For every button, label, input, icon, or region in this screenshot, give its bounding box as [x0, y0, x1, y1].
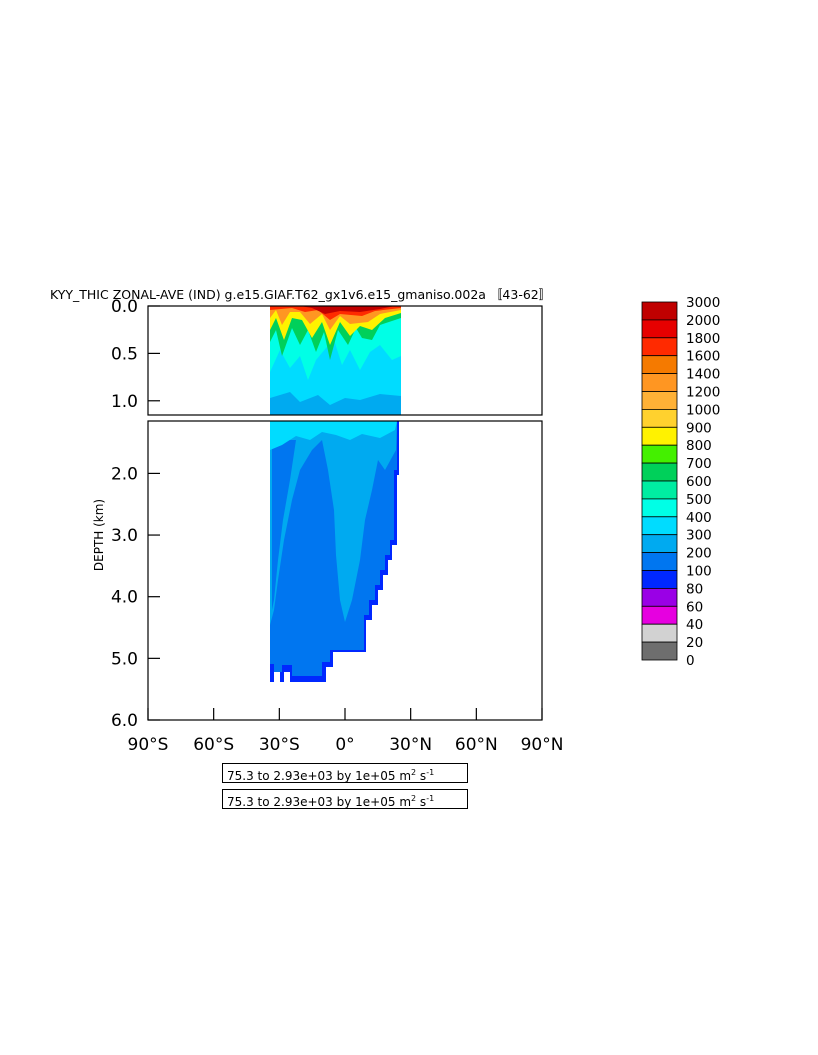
colorbar-level-label: 1800: [686, 331, 720, 347]
colorbar-swatch: [641, 498, 678, 518]
y-tick-label: 0.0: [111, 297, 138, 317]
colorbar-swatch: [641, 605, 678, 625]
y-axis-lower: 2.0 3.0 4.0 5.0 6.0: [111, 464, 160, 731]
upper-field-darkred: [300, 306, 395, 314]
colorbar-level-label: 1200: [686, 385, 720, 401]
x-tick-label: 0°: [335, 735, 354, 755]
colorbar-swatch: [641, 408, 678, 428]
colorbar-level-label: 300: [686, 528, 712, 544]
range-info-sup-2: 2: [411, 794, 417, 803]
y-tick-label: 1.0: [111, 392, 138, 412]
colorbar-swatch: [641, 462, 678, 482]
y-tick-label: 6.0: [111, 711, 138, 731]
upper-panel-frame: [147, 305, 543, 416]
range-info-unit-2: s: [416, 795, 427, 809]
x-axis: 90°S 60°S 30°S 0° 30°N 60°N 90°N: [128, 708, 564, 755]
colorbar-level-label: 1000: [686, 402, 720, 418]
lower-panel-field: [270, 421, 399, 682]
upper-panel-field: [270, 306, 401, 415]
x-tick-label: 60°S: [193, 735, 234, 755]
colorbar-swatch: [641, 301, 678, 321]
colorbar-swatch: [641, 391, 678, 410]
colorbar-level-label: 100: [686, 564, 712, 580]
lower-field-lightblue-top: [270, 421, 397, 625]
colorbar-level-label: 80: [686, 581, 703, 597]
colorbar-swatch: [641, 552, 678, 571]
y-tick-label: 0.5: [111, 344, 138, 364]
lower-field-blue-inner: [272, 440, 296, 610]
y-axis-upper: 0.0 0.5 1.0: [111, 297, 160, 412]
range-info-sup2-2: -1: [426, 794, 435, 803]
range-info-text-2: 75.3 to 2.93e+03 by 1e+05 m: [227, 795, 412, 809]
range-info-sup2-1: -1: [426, 768, 435, 777]
x-tick-label: 30°S: [259, 735, 300, 755]
colorbar-swatch: [641, 337, 678, 357]
colorbar-level-label: 500: [686, 492, 712, 508]
y-tick-label: 2.0: [111, 464, 138, 484]
y-tick-label: 5.0: [111, 649, 138, 669]
colorbar-swatch: [641, 570, 678, 589]
x-tick-label: 60°N: [455, 735, 498, 755]
colorbar-level-label: 1600: [686, 349, 720, 365]
colorbar-level-label: 700: [686, 456, 712, 472]
colorbar-level-label: 20: [686, 635, 703, 651]
range-info-unit-1: s: [416, 769, 427, 783]
colorbar-swatch: [641, 641, 678, 661]
range-info-box-1: 75.3 to 2.93e+03 by 1e+05 m2 s-1: [222, 763, 468, 783]
colorbar-swatch: [641, 426, 678, 446]
colorbar-level-label: 900: [686, 420, 712, 436]
x-tick-label: 30°N: [389, 735, 432, 755]
colorbar-swatch: [641, 444, 678, 464]
y-tick-label: 4.0: [111, 588, 138, 608]
colorbar-level-label: 3000: [686, 295, 720, 311]
colorbar-swatch: [641, 534, 678, 554]
colorbar-level-label: 0: [686, 653, 695, 669]
range-info-box-2: 75.3 to 2.93e+03 by 1e+05 m2 s-1: [222, 789, 468, 809]
lower-field-cyan-top: [270, 421, 397, 450]
upper-field-blue: [270, 392, 401, 415]
range-info-sup-1: 2: [411, 768, 417, 777]
colorbar-level-label: 40: [686, 617, 703, 633]
colorbar: 3000200018001600140012001000900800700600…: [641, 295, 720, 669]
colorbar-swatch: [641, 516, 678, 536]
colorbar-level-label: 60: [686, 599, 703, 615]
colorbar-level-label: 2000: [686, 313, 720, 329]
chart-title: KYY_THIC ZONAL-AVE (IND) g.e15.GIAF.T62_…: [50, 287, 551, 302]
colorbar-swatch: [641, 480, 678, 500]
x-tick-label: 90°N: [521, 735, 564, 755]
colorbar-swatch: [641, 588, 678, 607]
colorbar-swatch: [641, 623, 678, 643]
colorbar-level-label: 600: [686, 474, 712, 490]
upper-field-lightblue: [270, 340, 401, 415]
colorbar-level-label: 400: [686, 510, 712, 526]
colorbar-level-label: 1400: [686, 367, 720, 383]
y-tick-label: 3.0: [111, 526, 138, 546]
colorbar-swatch: [641, 373, 678, 392]
range-info-text-1: 75.3 to 2.93e+03 by 1e+05 m: [227, 769, 412, 783]
x-tick-label: 90°S: [128, 735, 169, 755]
colorbar-swatch: [641, 319, 678, 339]
y-axis-label: DEPTH (km): [92, 499, 106, 571]
colorbar-swatch: [641, 355, 678, 375]
colorbar-level-label: 200: [686, 546, 712, 562]
colorbar-level-label: 800: [686, 438, 712, 454]
lower-field-lightblue-tongue: [340, 440, 355, 500]
